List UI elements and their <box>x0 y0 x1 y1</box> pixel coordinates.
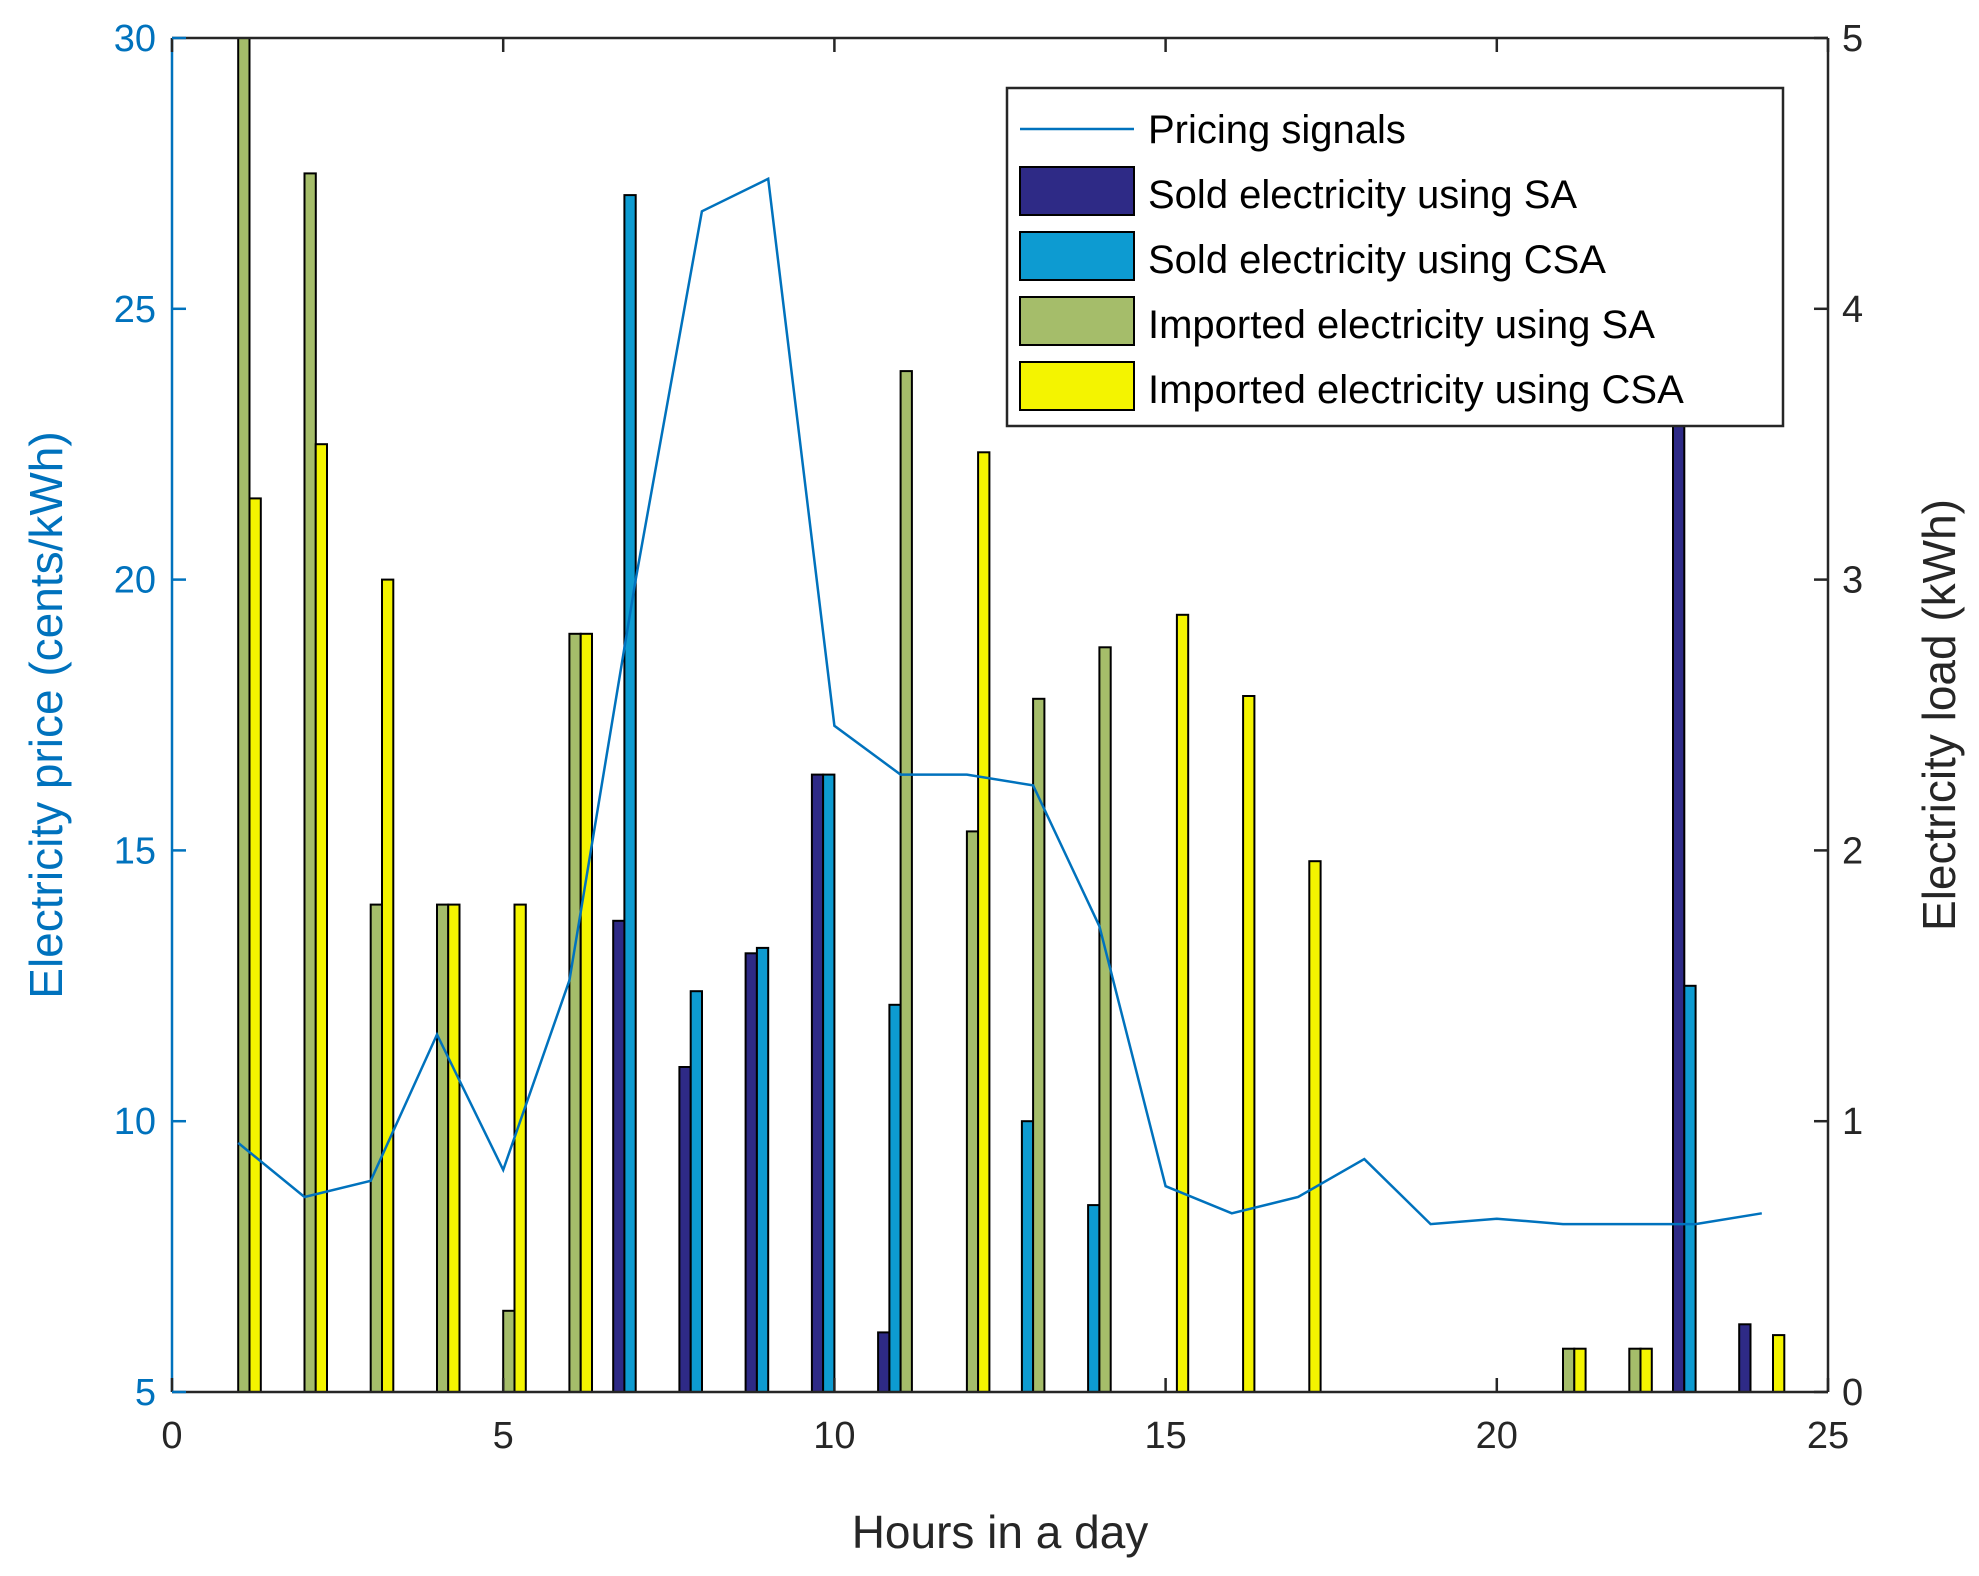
bar-imported-csa-hour-22 <box>1639 1347 1653 1393</box>
pricing-line-layer <box>237 176 1763 1226</box>
y-axis-right-label: Electricity load (kWh) <box>1913 499 1965 931</box>
bar-sold-sa-hour-10 <box>810 773 825 1393</box>
y-left-tick-label-25: 25 <box>114 289 156 331</box>
bar-sold-csa-hour-13 <box>1020 1120 1035 1393</box>
x-axis-label: Hours in a day <box>852 1506 1149 1558</box>
bar-imported-sa-hour-14 <box>1098 646 1112 1393</box>
y-right-tick-label-3: 3 <box>1842 560 1863 602</box>
y-right-tick-label-4: 4 <box>1842 289 1863 331</box>
y-left-tick-label-15: 15 <box>114 830 156 872</box>
bar-imported-csa-hour-4 <box>447 903 461 1393</box>
pricing-signals-line <box>237 176 1763 1226</box>
x-tick-label-25: 25 <box>1807 1415 1849 1457</box>
bar-imported-sa-hour-21 <box>1562 1347 1576 1393</box>
x-tick-label-15: 15 <box>1144 1415 1186 1457</box>
bar-sold-csa-hour-23 <box>1683 984 1697 1393</box>
legend-label-pricing: Pricing signals <box>1148 108 1406 152</box>
bar-imported-sa-hour-12 <box>965 830 980 1393</box>
bar-sold-csa-hour-9 <box>755 946 770 1394</box>
bar-imported-csa-hour-17 <box>1308 860 1322 1393</box>
y-axis-left-label: Electricity price (cents/kWh) <box>20 431 72 998</box>
legend-label-sold-csa: Sold electricity using CSA <box>1148 238 1606 282</box>
y-right-tick-label-0: 0 <box>1842 1372 1863 1414</box>
legend-swatch-imported-sa <box>1019 296 1135 346</box>
bar-imported-csa-hour-3 <box>381 578 395 1393</box>
x-tick-label-10: 10 <box>813 1415 855 1457</box>
bar-imported-sa-hour-22 <box>1628 1347 1642 1393</box>
bar-imported-csa-hour-1 <box>248 497 262 1393</box>
y-right-tick-label-2: 2 <box>1842 830 1863 872</box>
y-left-tick-label-10: 10 <box>114 1101 156 1143</box>
legend-label-imported-sa: Imported electricity using SA <box>1148 303 1655 347</box>
y-right-tick-label-1: 1 <box>1842 1101 1863 1143</box>
bar-sold-csa-hour-11 <box>888 1003 902 1393</box>
bar-imported-sa-hour-13 <box>1032 697 1046 1393</box>
bar-sold-sa-hour-9 <box>744 952 758 1393</box>
bar-imported-sa-hour-11 <box>899 370 913 1394</box>
bar-sold-sa-hour-11 <box>877 1331 891 1394</box>
bar-imported-sa-hour-1 <box>237 37 251 1393</box>
bar-imported-csa-hour-21 <box>1573 1347 1587 1393</box>
legend-label-imported-csa: Imported electricity using CSA <box>1148 368 1684 412</box>
bar-imported-sa-hour-2 <box>303 172 317 1393</box>
legend-swatch-imported-csa <box>1019 361 1135 411</box>
y-left-tick-label-5: 5 <box>135 1372 156 1414</box>
bar-imported-sa-hour-6 <box>568 632 582 1393</box>
y-left-tick-label-20: 20 <box>114 560 156 602</box>
bar-sold-sa-hour-8 <box>678 1066 692 1393</box>
legend-swatch-sold-csa <box>1019 231 1135 281</box>
legend-box <box>1005 86 1785 428</box>
x-tick-label-20: 20 <box>1476 1415 1518 1457</box>
bar-imported-csa-hour-16 <box>1242 695 1256 1393</box>
y-left-tick-label-30: 30 <box>114 18 156 60</box>
bar-imported-sa-hour-3 <box>369 903 384 1393</box>
legend-label-sold-sa: Sold electricity using SA <box>1148 173 1577 217</box>
bar-sold-csa-hour-7 <box>623 194 637 1394</box>
bar-imported-csa-hour-5 <box>513 903 527 1393</box>
x-tick-label-5: 5 <box>493 1415 514 1457</box>
bar-sold-sa-hour-24 <box>1738 1323 1752 1394</box>
legend-swatch-sold-sa <box>1019 166 1135 216</box>
bar-imported-csa-hour-24 <box>1772 1334 1786 1393</box>
bar-sold-csa-hour-14 <box>1087 1204 1101 1393</box>
bar-sold-sa-hour-7 <box>612 919 626 1393</box>
y-right-tick-label-5: 5 <box>1842 18 1863 60</box>
x-tick-label-0: 0 <box>161 1415 182 1457</box>
bar-imported-csa-hour-2 <box>314 443 329 1393</box>
bar-sold-csa-hour-8 <box>689 990 704 1393</box>
bar-imported-sa-hour-5 <box>502 1309 516 1394</box>
bar-sold-sa-hour-23 <box>1672 416 1686 1394</box>
bar-imported-csa-hour-15 <box>1175 613 1190 1393</box>
bar-sold-csa-hour-10 <box>822 773 836 1393</box>
legend: Pricing signals Sold electricity using S… <box>1005 86 1785 428</box>
bar-imported-csa-hour-6 <box>579 632 594 1393</box>
bar-imported-sa-hour-4 <box>436 903 450 1393</box>
bar-imported-csa-hour-12 <box>977 451 991 1393</box>
